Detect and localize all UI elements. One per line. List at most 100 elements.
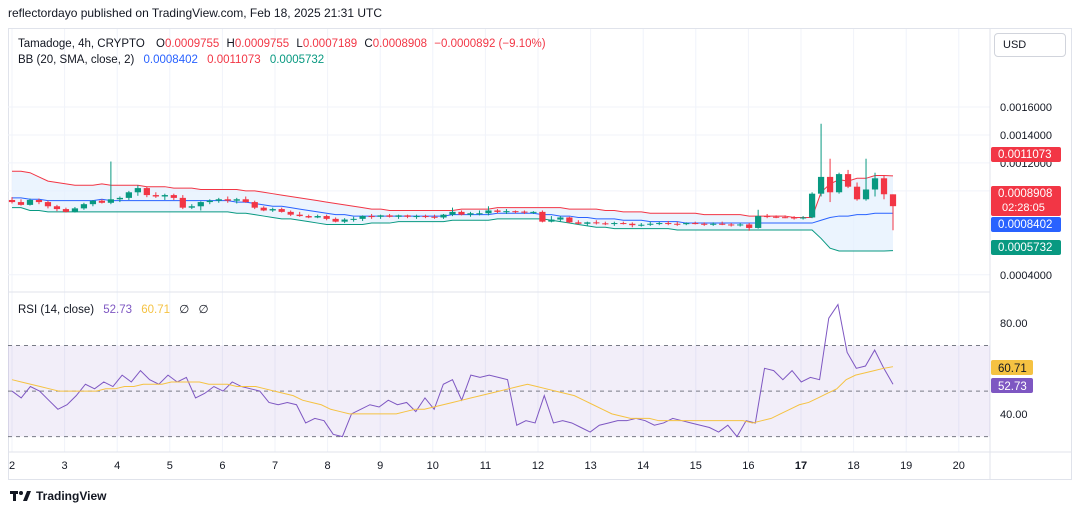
candle[interactable] xyxy=(530,211,537,214)
candle[interactable] xyxy=(314,214,321,219)
candle[interactable] xyxy=(278,207,285,213)
candle[interactable] xyxy=(593,220,600,225)
candle[interactable] xyxy=(251,200,258,210)
candle[interactable] xyxy=(808,192,816,219)
candle[interactable] xyxy=(71,206,79,213)
candle[interactable] xyxy=(422,214,429,219)
candle[interactable] xyxy=(242,196,249,203)
candle[interactable] xyxy=(197,201,204,211)
candle[interactable] xyxy=(260,206,267,212)
candle[interactable] xyxy=(566,216,573,224)
candle[interactable] xyxy=(107,161,115,205)
candle[interactable] xyxy=(728,223,735,227)
candle[interactable] xyxy=(269,207,276,212)
candle[interactable] xyxy=(692,221,699,225)
currency-button[interactable]: USD xyxy=(994,33,1066,57)
candle[interactable] xyxy=(737,223,744,227)
candle[interactable] xyxy=(98,199,106,204)
candle[interactable] xyxy=(629,222,636,228)
candle[interactable] xyxy=(521,210,528,214)
candle[interactable] xyxy=(116,196,123,203)
candle[interactable] xyxy=(143,186,150,198)
candle[interactable] xyxy=(503,209,510,214)
candle[interactable] xyxy=(296,211,303,217)
candle[interactable] xyxy=(224,196,231,203)
candle[interactable] xyxy=(233,197,240,204)
candle[interactable] xyxy=(359,215,366,221)
candle[interactable] xyxy=(44,200,52,209)
candle[interactable] xyxy=(773,215,780,219)
candle[interactable] xyxy=(826,158,834,203)
candle[interactable] xyxy=(26,198,34,206)
candle[interactable] xyxy=(494,209,501,214)
candle[interactable] xyxy=(665,220,672,226)
candle[interactable] xyxy=(575,220,582,225)
candle[interactable] xyxy=(476,210,483,216)
candle[interactable] xyxy=(880,175,888,200)
candle[interactable] xyxy=(485,206,492,216)
candle[interactable] xyxy=(431,214,438,219)
candle[interactable] xyxy=(557,216,564,222)
candle[interactable] xyxy=(719,221,726,226)
candle[interactable] xyxy=(332,217,339,223)
candle[interactable] xyxy=(889,194,897,231)
candle[interactable] xyxy=(862,158,870,201)
candle[interactable] xyxy=(323,214,330,221)
candle[interactable] xyxy=(755,209,762,229)
candle[interactable] xyxy=(548,216,555,223)
candle[interactable] xyxy=(620,221,627,225)
candle[interactable] xyxy=(35,198,43,205)
candle[interactable] xyxy=(835,172,843,194)
candle[interactable] xyxy=(539,210,546,223)
candle[interactable] xyxy=(170,193,177,200)
candle[interactable] xyxy=(215,197,222,203)
candle[interactable] xyxy=(844,169,852,189)
candle[interactable] xyxy=(161,193,168,200)
tradingview-brand[interactable]: TradingView xyxy=(10,489,106,503)
candle[interactable] xyxy=(584,221,591,226)
candle[interactable] xyxy=(62,207,70,213)
candle[interactable] xyxy=(440,213,447,219)
candle[interactable] xyxy=(701,222,708,226)
candle[interactable] xyxy=(817,123,825,197)
candle[interactable] xyxy=(647,221,654,226)
candle[interactable] xyxy=(17,199,25,206)
candle[interactable] xyxy=(206,199,213,205)
candle[interactable] xyxy=(386,213,393,218)
candle[interactable] xyxy=(799,216,807,220)
candle[interactable] xyxy=(871,172,879,197)
candle[interactable] xyxy=(512,210,519,214)
candle[interactable] xyxy=(683,222,690,226)
candle[interactable] xyxy=(395,214,402,219)
candle[interactable] xyxy=(467,211,474,217)
candle[interactable] xyxy=(80,202,88,210)
candle[interactable] xyxy=(602,221,609,226)
candle[interactable] xyxy=(638,223,645,227)
candle[interactable] xyxy=(152,192,159,198)
candle[interactable] xyxy=(377,214,384,219)
candle[interactable] xyxy=(368,213,375,219)
candle[interactable] xyxy=(179,195,186,210)
candle[interactable] xyxy=(134,185,141,196)
candle[interactable] xyxy=(8,197,16,204)
candle[interactable] xyxy=(89,199,97,207)
candle[interactable] xyxy=(188,204,195,210)
candle[interactable] xyxy=(350,216,357,222)
candle[interactable] xyxy=(413,214,420,219)
candle[interactable] xyxy=(611,221,618,226)
candle[interactable] xyxy=(656,221,663,226)
candle[interactable] xyxy=(853,182,861,201)
candle[interactable] xyxy=(53,204,61,212)
candle[interactable] xyxy=(782,215,789,219)
candle[interactable] xyxy=(710,222,717,226)
candle[interactable] xyxy=(790,216,798,220)
candle[interactable] xyxy=(287,210,294,217)
candle[interactable] xyxy=(458,210,465,216)
candle[interactable] xyxy=(341,218,348,224)
candle[interactable] xyxy=(746,223,753,231)
candle[interactable] xyxy=(305,214,312,219)
candle[interactable] xyxy=(125,190,132,200)
candle[interactable] xyxy=(404,214,411,219)
candle[interactable] xyxy=(449,207,456,217)
